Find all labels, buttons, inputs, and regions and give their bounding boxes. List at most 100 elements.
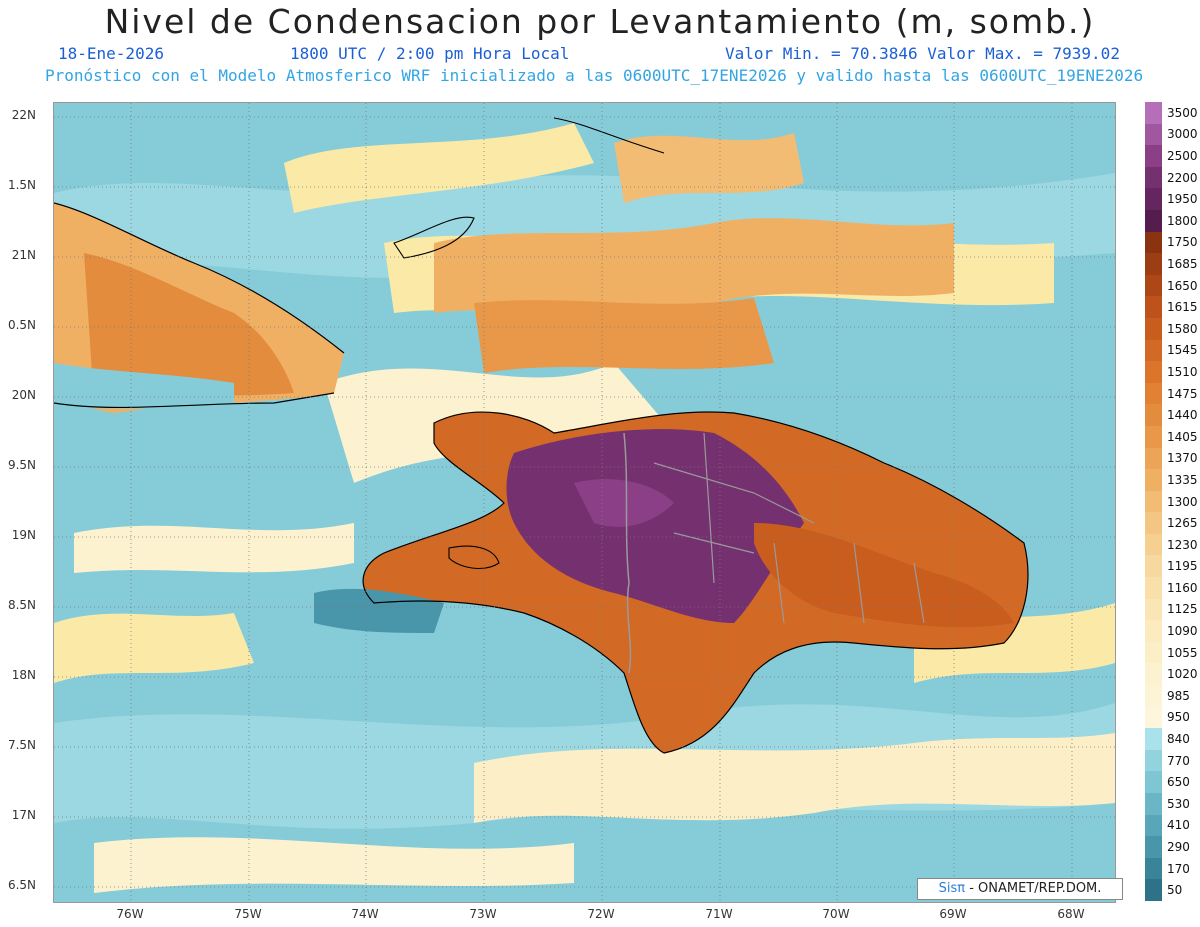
colorbar-swatch [1145, 598, 1162, 621]
lat-label: 7.5N [7, 738, 36, 752]
colorbar-label: 1230 [1167, 537, 1198, 552]
lon-label: 72W [587, 907, 615, 921]
colorbar-swatch [1145, 728, 1162, 751]
lat-label: 6.5N [7, 878, 36, 892]
colorbar-swatch [1145, 145, 1162, 168]
lat-label: 0.5N [7, 318, 36, 332]
colorbar-swatch [1145, 879, 1162, 902]
colorbar-swatch [1145, 490, 1162, 513]
lon-label: 68W [1057, 907, 1085, 921]
colorbar-label: 1950 [1167, 192, 1198, 207]
colorbar-swatch [1145, 317, 1162, 341]
colorbar-label: 1750 [1167, 235, 1198, 250]
colorbar-swatch [1145, 685, 1162, 708]
colorbar-swatch [1145, 469, 1162, 492]
lat-label: 9.5N [7, 458, 36, 472]
colorbar-label: 1685 [1167, 256, 1198, 271]
colorbar-swatch [1145, 166, 1162, 189]
map-title: Nivel de Condensacion por Levantamiento … [104, 2, 1096, 41]
colorbar-swatch [1145, 512, 1162, 535]
colorbar-swatch [1145, 188, 1162, 211]
colorbar-swatch [1145, 123, 1162, 146]
colorbar-label: 1195 [1167, 559, 1198, 574]
colorbar-swatch [1145, 274, 1162, 297]
colorbar-label: 1440 [1167, 408, 1198, 423]
colorbar-swatch [1145, 663, 1162, 686]
lcl-field [54, 103, 1115, 902]
colorbar-swatch [1145, 102, 1162, 125]
colorbar-swatch [1145, 447, 1162, 470]
colorbar-label: 1615 [1167, 300, 1198, 315]
lon-label: 74W [351, 907, 379, 921]
colorbar-swatch [1145, 555, 1162, 578]
colorbar-swatch [1145, 425, 1162, 448]
colorbar-swatch [1145, 706, 1162, 729]
sispi-logo: Sisπ [938, 881, 966, 896]
colorbar-label: 1090 [1167, 624, 1198, 639]
lat-label: 22N [11, 108, 36, 122]
colorbar-label: 1405 [1167, 429, 1198, 444]
colorbar-label: 770 [1167, 753, 1190, 768]
lat-label: 8.5N [7, 598, 36, 612]
colorbar-label: 1545 [1167, 343, 1198, 358]
colorbar-swatch [1145, 641, 1162, 664]
model-info: Pronóstico con el Modelo Atmosferico WRF… [45, 66, 1144, 85]
colorbar-label: 985 [1167, 688, 1190, 703]
lon-label: 75W [234, 907, 262, 921]
colorbar-label: 3000 [1167, 127, 1198, 142]
colorbar-swatch [1145, 382, 1162, 405]
colorbar-label: 1370 [1167, 451, 1198, 466]
colorbar-label: 1020 [1167, 667, 1198, 682]
colorbar-label: 170 [1167, 861, 1190, 876]
forecast-time: 1800 UTC / 2:00 pm Hora Local [290, 44, 570, 63]
colorbar-label: 50 [1167, 883, 1183, 898]
lat-label: 1.5N [7, 178, 36, 192]
colorbar-swatch [1145, 533, 1162, 556]
credit-org: - ONAMET/REP.DOM. [965, 881, 1102, 896]
colorbar-swatch [1145, 253, 1162, 276]
colorbar-swatch [1145, 296, 1162, 319]
min-max-values: Valor Min. = 70.3846 Valor Max. = 7939.0… [725, 44, 1120, 63]
lon-label: 73W [469, 907, 497, 921]
colorbar-swatch [1145, 404, 1162, 427]
colorbar-label: 1300 [1167, 494, 1198, 509]
colorbar-label: 950 [1167, 710, 1190, 725]
colorbar-label: 1475 [1167, 386, 1198, 401]
colorbar-swatch [1145, 836, 1162, 859]
colorbar-swatch [1145, 231, 1162, 254]
colorbar-label: 3500 [1167, 105, 1198, 120]
colorbar-swatch [1145, 814, 1162, 837]
colorbar-swatch [1145, 857, 1162, 880]
colorbar-label: 2500 [1167, 148, 1198, 163]
colorbar-label: 1335 [1167, 472, 1198, 487]
lat-label: 21N [11, 248, 36, 262]
colorbar-swatch [1145, 793, 1162, 816]
colorbar-label: 1265 [1167, 516, 1198, 531]
colorbar-label: 410 [1167, 818, 1190, 833]
colorbar-label: 1055 [1167, 645, 1198, 660]
lat-label: 19N [11, 528, 36, 542]
colorbar-swatch [1145, 620, 1162, 643]
lat-label: 20N [11, 388, 36, 402]
colorbar-label: 290 [1167, 840, 1190, 854]
lon-label: 71W [705, 907, 733, 921]
colorbar-label: 1650 [1167, 278, 1198, 293]
lon-label: 70W [822, 907, 850, 921]
credit-box: Sisπ - ONAMET/REP.DOM. [917, 878, 1123, 900]
lat-label: 17N [11, 808, 36, 822]
lon-label: 76W [116, 907, 144, 921]
lon-label: 69W [939, 907, 967, 921]
colorbar-swatch [1145, 577, 1162, 600]
colorbar-label: 650 [1167, 775, 1190, 790]
colorbar-swatch [1145, 339, 1162, 362]
colorbar-label: 1580 [1167, 321, 1198, 336]
colorbar-label: 840 [1167, 732, 1190, 747]
colorbar-swatch [1145, 771, 1162, 794]
colorbar-label: 1160 [1167, 580, 1198, 595]
colorbar-swatch [1145, 361, 1162, 384]
lat-label: 18N [11, 668, 36, 682]
colorbar-swatch [1145, 209, 1162, 233]
map-area [53, 102, 1116, 903]
forecast-date: 18-Ene-2026 [58, 44, 164, 63]
colorbar-label: 1800 [1167, 213, 1198, 228]
